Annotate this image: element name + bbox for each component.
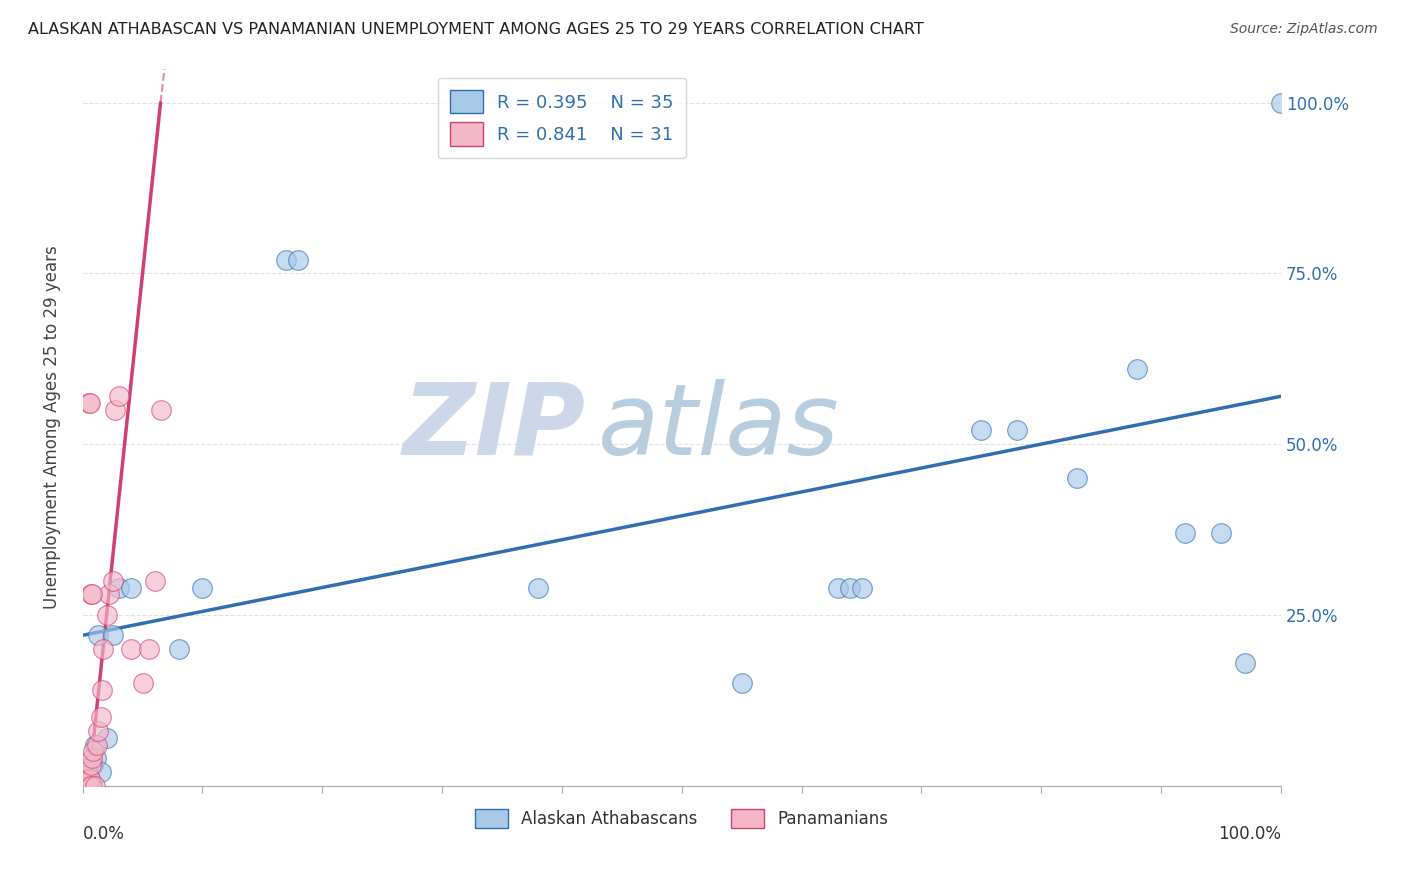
Point [75, 772, 97, 786]
Point [73, 779, 96, 793]
Point [101, 628, 124, 642]
Point [107, 581, 129, 595]
Point [80, 779, 103, 793]
Point [83, 779, 105, 793]
Text: atlas: atlas [598, 378, 839, 475]
Point [87, 723, 110, 738]
Point [79, 772, 101, 786]
Point [120, 642, 142, 657]
Point [1209, 525, 1232, 540]
Point [90, 764, 112, 779]
Point [90, 682, 112, 697]
Point [82, 779, 104, 793]
Point [83, 738, 105, 752]
Point [276, 252, 298, 267]
Point [76, 764, 98, 779]
Point [1126, 362, 1149, 376]
Point [73, 772, 96, 786]
Point [82, 587, 104, 601]
Point [838, 581, 860, 595]
Point [80, 587, 103, 601]
Point [191, 581, 214, 595]
Point [167, 642, 190, 657]
Point [104, 403, 127, 417]
Point [82, 751, 104, 765]
Point [1066, 471, 1088, 485]
Point [1233, 656, 1256, 670]
Point [731, 676, 754, 690]
Point [96, 731, 118, 745]
Point [75, 779, 97, 793]
Point [73, 779, 96, 793]
Point [73, 779, 96, 793]
Point [527, 581, 550, 595]
Point [143, 574, 166, 588]
Point [87, 628, 110, 642]
Point [1270, 95, 1292, 110]
Point [80, 758, 103, 772]
Point [76, 764, 98, 779]
Point [86, 738, 108, 752]
Point [77, 779, 100, 793]
Point [851, 581, 873, 595]
Point [1174, 525, 1197, 540]
Point [82, 744, 104, 758]
Text: Source: ZipAtlas.com: Source: ZipAtlas.com [1230, 22, 1378, 37]
Text: 0.0%: 0.0% [83, 825, 125, 843]
Point [75, 779, 97, 793]
Legend: Alaskan Athabascans, Panamanians: Alaskan Athabascans, Panamanians [468, 802, 896, 835]
Text: 100.0%: 100.0% [1218, 825, 1281, 843]
Point [80, 779, 103, 793]
Point [79, 772, 101, 786]
Point [120, 581, 142, 595]
Point [77, 396, 100, 410]
Point [79, 396, 101, 410]
Point [970, 424, 993, 438]
Text: ALASKAN ATHABASCAN VS PANAMANIAN UNEMPLOYMENT AMONG AGES 25 TO 29 YEARS CORRELAT: ALASKAN ATHABASCAN VS PANAMANIAN UNEMPLO… [28, 22, 924, 37]
Point [1007, 424, 1029, 438]
Point [287, 252, 309, 267]
Point [77, 779, 100, 793]
Point [82, 758, 104, 772]
Point [101, 574, 124, 588]
Point [90, 710, 112, 724]
Point [827, 581, 849, 595]
Point [91, 642, 114, 657]
Point [98, 587, 121, 601]
Point [107, 389, 129, 403]
Point [149, 403, 172, 417]
Point [84, 751, 107, 765]
Point [138, 642, 160, 657]
Point [77, 779, 100, 793]
Point [131, 676, 153, 690]
Text: ZIP: ZIP [404, 378, 586, 475]
Point [96, 607, 118, 622]
Y-axis label: Unemployment Among Ages 25 to 29 years: Unemployment Among Ages 25 to 29 years [44, 245, 60, 609]
